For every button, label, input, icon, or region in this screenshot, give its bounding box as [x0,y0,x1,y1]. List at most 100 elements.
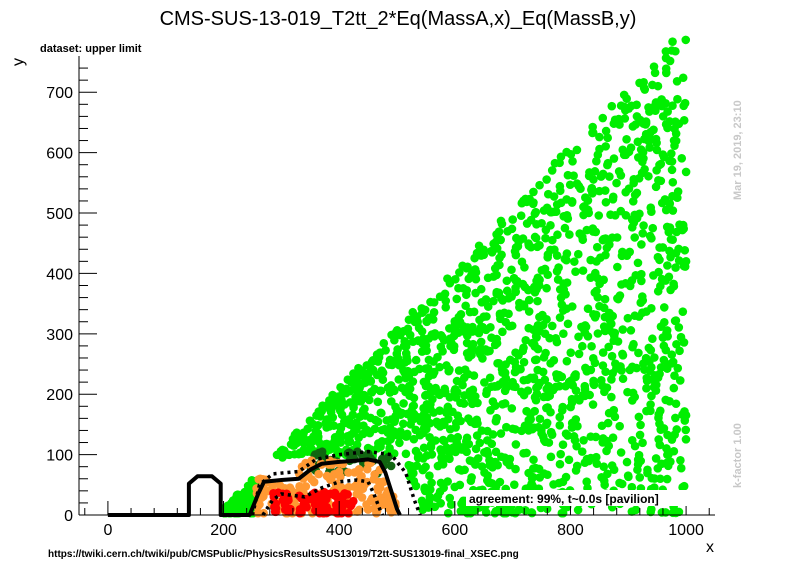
data-point [475,438,485,448]
data-point [542,175,551,184]
data-point [332,505,341,514]
data-point [408,377,418,386]
data-point [436,498,445,508]
data-point [589,310,598,319]
data-point [665,156,674,166]
data-point [556,449,566,459]
data-point [533,344,543,354]
data-point [457,466,466,475]
data-point [657,95,666,104]
data-point [552,337,562,347]
data-point [572,145,582,155]
data-point [645,143,654,152]
data-point [638,229,648,238]
data-point [495,253,504,263]
data-point [649,62,659,71]
data-point [629,178,638,188]
data-point [272,450,282,460]
data-point [322,415,332,424]
data-point [492,338,502,348]
data-point [507,224,517,234]
data-point [302,502,311,512]
data-point [634,412,644,422]
data-point [438,417,448,427]
data-point [564,455,574,465]
data-point [531,463,540,473]
data-point [350,482,359,492]
data-point [650,474,659,483]
data-point [379,339,389,348]
data-point [474,241,484,251]
data-point [670,430,679,439]
data-point [652,138,661,148]
data-point [600,294,610,304]
data-point [598,348,608,357]
data-point [562,147,571,157]
data-point [235,502,245,512]
data-point [666,235,676,244]
data-point [362,464,372,474]
data-point [659,303,669,312]
data-point [524,426,533,435]
data-point [653,81,663,91]
data-point [609,154,619,163]
data-point [303,424,312,434]
data-point [450,317,460,326]
data-point [330,435,340,445]
data-point [344,437,353,447]
data-point [537,266,547,275]
data-point [621,150,631,160]
data-point [627,276,637,285]
data-point [657,459,666,469]
data-point [502,276,512,286]
data-point [671,136,681,146]
data-point [653,286,663,296]
kfactor-label: k-factor 1.00 [732,423,744,488]
data-point [661,53,671,63]
data-point [671,263,680,272]
data-point [500,308,509,318]
data-point [483,471,493,480]
data-point [530,406,540,416]
data-point [419,500,428,509]
data-point [408,401,418,411]
data-point [675,346,684,356]
data-point [387,431,397,441]
data-point [644,136,654,146]
data-point [413,317,422,327]
data-point [587,342,596,351]
data-point [395,330,404,339]
data-point [301,482,311,491]
data-point [668,37,677,46]
data-point [565,230,574,239]
data-point [422,346,431,355]
data-point [400,358,410,367]
data-point [669,446,679,456]
data-point [581,193,590,202]
data-point [501,360,510,369]
data-point [539,436,549,445]
data-point [629,339,638,349]
data-point [670,316,680,326]
data-point [567,398,577,407]
data-point [582,367,592,376]
data-point [575,396,584,405]
data-point [406,420,415,429]
data-point [593,329,603,338]
data-point [547,428,556,437]
data-point [547,166,557,175]
data-point [329,392,339,401]
data-point [649,382,659,392]
data-point [563,214,573,223]
data-point [419,464,429,473]
data-point [663,107,672,116]
data-point [519,357,529,367]
data-point [446,433,456,443]
data-point [532,285,541,294]
data-point [529,455,538,465]
data-point [460,442,469,452]
data-point [505,321,514,331]
data-point [501,374,511,383]
data-point [673,363,683,373]
data-point [638,438,647,448]
